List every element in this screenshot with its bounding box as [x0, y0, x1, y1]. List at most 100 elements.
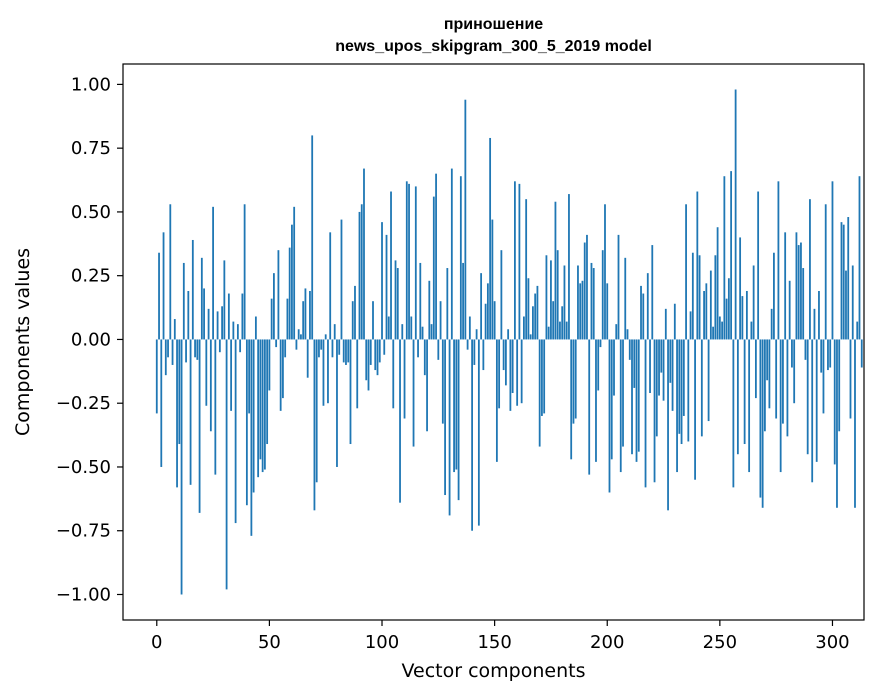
bar-305: [842, 224, 845, 340]
bar-143: [477, 339, 480, 526]
bar-176: [552, 301, 555, 340]
bar-126: [439, 301, 442, 340]
bar-18: [196, 339, 199, 360]
bar-142: [475, 329, 478, 340]
bar-28: [218, 339, 221, 353]
bar-243: [703, 290, 705, 340]
bar-256: [732, 339, 735, 488]
bar-41: [248, 339, 251, 414]
bar-203: [613, 339, 615, 396]
bar-250: [718, 316, 721, 340]
bar-112: [408, 183, 410, 340]
bar-285: [797, 245, 800, 340]
bar-50: [268, 339, 271, 391]
bar-276: [777, 181, 780, 340]
bar-47: [261, 339, 264, 473]
bar-86: [349, 339, 352, 445]
bar-27: [216, 311, 219, 340]
bar-95: [369, 339, 372, 365]
bar-61: [293, 206, 296, 340]
bar-286: [800, 242, 802, 340]
bar-281: [788, 280, 791, 340]
bar-258: [736, 339, 739, 455]
bar-252: [723, 176, 726, 340]
bar-17: [194, 339, 196, 358]
bar-70: [313, 339, 316, 511]
bar-274: [773, 252, 775, 340]
bar-135: [459, 176, 462, 340]
bar-25: [212, 206, 214, 340]
bar-12: [182, 262, 185, 340]
bar-52: [273, 273, 275, 340]
bar-74: [322, 339, 325, 406]
bar-110: [403, 339, 406, 419]
bar-94: [367, 339, 370, 391]
y-axis-ticks: 1.00 0.75 0.50 0.25 0.00 −0.25 −0.50 −0.75 −1.00: [56, 74, 123, 605]
bar-212: [633, 339, 636, 388]
bar-29: [221, 306, 223, 340]
y-tick-label: −1.00: [56, 584, 111, 605]
bar-42: [250, 339, 253, 536]
bar-8: [173, 319, 176, 340]
y-tick-label: 0.75: [71, 138, 111, 159]
bar-251: [721, 321, 724, 340]
bar-87: [351, 301, 354, 340]
bar-199: [604, 204, 606, 340]
bar-255: [730, 171, 733, 340]
bar-26: [214, 339, 217, 475]
bar-273: [770, 308, 773, 340]
bar-270: [764, 339, 766, 432]
bar-20: [200, 257, 203, 340]
bar-232: [678, 339, 681, 434]
bar-272: [768, 339, 771, 409]
bar-202: [610, 339, 613, 460]
bar-113: [410, 316, 413, 340]
bar-247: [712, 326, 714, 340]
bar-132: [453, 339, 455, 473]
bar-167: [532, 306, 534, 340]
bar-101: [383, 339, 386, 355]
bar-24: [209, 339, 212, 432]
bar-138: [466, 339, 469, 350]
bar-208: [624, 257, 627, 340]
bar-136: [462, 262, 464, 340]
bar-130: [448, 339, 451, 516]
y-tick-label: 0.25: [71, 266, 111, 287]
bar-31: [225, 339, 228, 590]
bar-0: [155, 339, 158, 414]
bar-118: [421, 326, 424, 340]
bar-204: [615, 324, 618, 340]
bar-16: [191, 239, 194, 340]
bar-115: [414, 186, 417, 340]
bar-97: [374, 339, 377, 371]
bar-49: [266, 339, 269, 445]
plot-frame: [122, 63, 865, 621]
bar-191: [586, 234, 588, 340]
bar-231: [676, 339, 678, 473]
bar-295: [820, 339, 823, 373]
bar-131: [450, 168, 453, 340]
bar-182: [565, 321, 568, 340]
chart-title-line2: news_upos_skipgram_300_5_2019 model: [335, 38, 652, 55]
bar-60: [291, 224, 293, 340]
bar-190: [583, 242, 586, 340]
bar-66: [304, 288, 307, 340]
bar-277: [779, 339, 782, 473]
bar-160: [516, 339, 519, 406]
bar-96: [372, 301, 374, 340]
bar-19: [198, 339, 201, 513]
bar-200: [606, 283, 609, 340]
x-tick-label: 200: [590, 632, 624, 653]
bar-259: [739, 237, 742, 340]
bar-230: [673, 303, 676, 340]
bar-145: [482, 339, 485, 371]
x-tick-label: 300: [815, 632, 849, 653]
bar-196: [597, 339, 600, 391]
bar-57: [284, 339, 287, 358]
bar-72: [318, 339, 320, 358]
bar-210: [628, 339, 631, 360]
bar-144: [480, 273, 483, 340]
bar-263: [748, 339, 751, 473]
bar-140: [471, 339, 473, 531]
bar-309: [851, 265, 854, 340]
